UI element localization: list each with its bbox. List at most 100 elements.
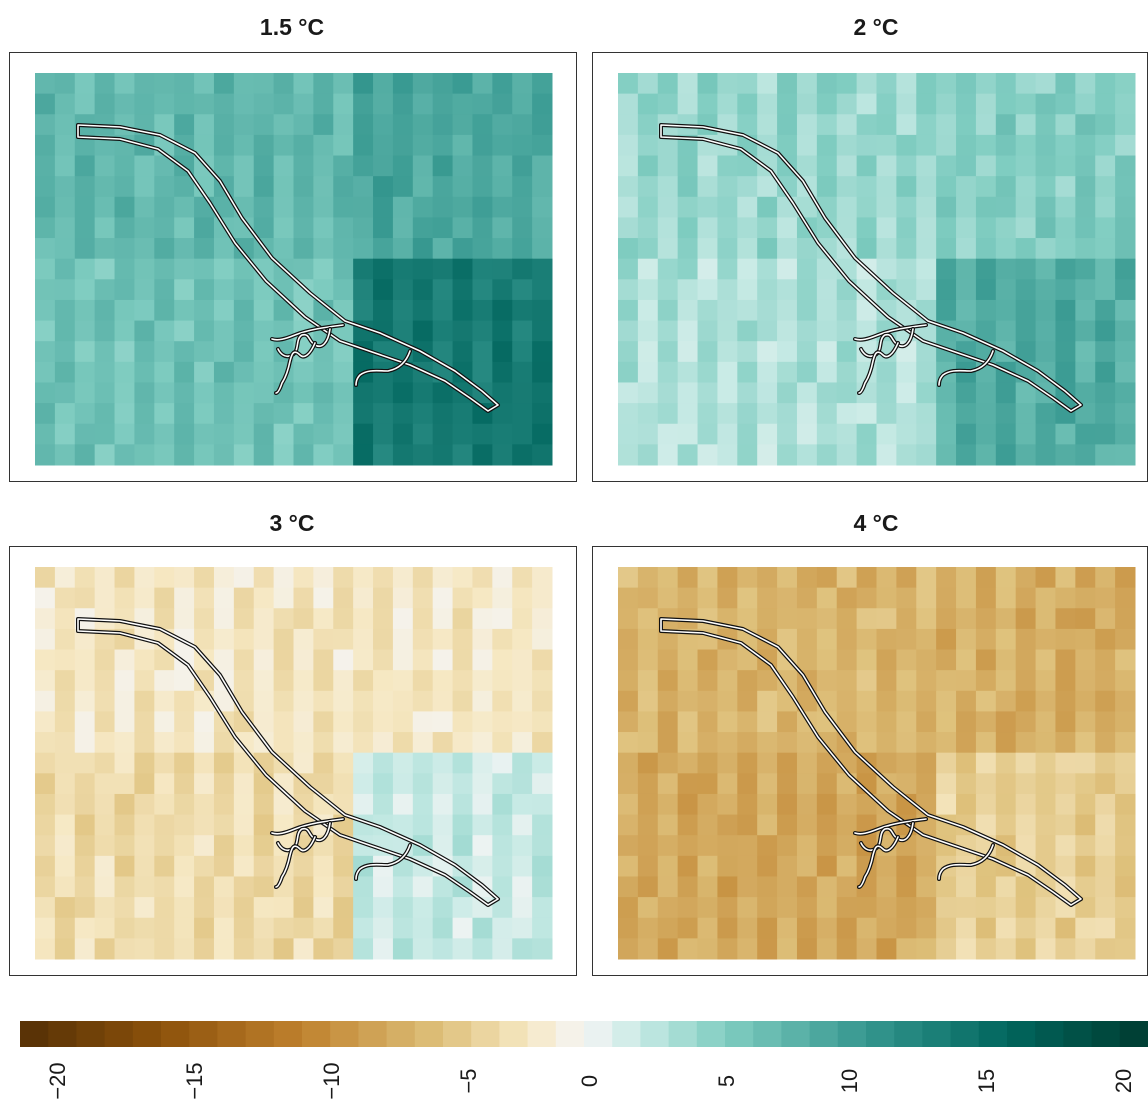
grid-cell	[856, 403, 877, 425]
grid-cell	[1015, 938, 1037, 960]
grid-cell	[472, 587, 493, 609]
grid-cell	[1055, 93, 1076, 115]
grid-cell	[54, 196, 76, 218]
grid-cell	[134, 444, 155, 466]
grid-cell	[995, 917, 1017, 939]
grid-cell	[876, 423, 897, 445]
grid-cell	[373, 793, 394, 816]
grid-cell	[114, 587, 135, 609]
legend-tick-m20: −20	[45, 1062, 70, 1100]
grid-cell	[916, 238, 937, 260]
grid-cell	[1115, 341, 1136, 363]
grid-cell	[618, 403, 639, 425]
grid-cell	[816, 773, 838, 795]
grid-cell	[353, 93, 374, 115]
grid-cell	[1015, 752, 1037, 774]
grid-cell	[194, 917, 215, 939]
grid-cell	[757, 711, 778, 733]
grid-cell	[492, 299, 513, 322]
grid-cell	[1015, 176, 1037, 198]
grid-cell	[512, 176, 533, 198]
grid-cell	[154, 423, 175, 445]
grid-cell	[392, 773, 414, 795]
tributary-inner	[355, 350, 411, 386]
colorbar-segment	[245, 1021, 275, 1047]
grid-cell	[956, 299, 977, 322]
grid-cell	[353, 711, 374, 733]
grid-cell	[618, 258, 639, 280]
grid-cell	[35, 93, 56, 115]
grid-cell	[697, 93, 718, 115]
grid-cell	[353, 938, 374, 960]
grid-cell	[154, 93, 175, 115]
grid-cell	[1035, 690, 1056, 712]
grid-cell	[796, 917, 818, 939]
grid-cell	[174, 444, 195, 466]
grid-cell	[618, 134, 639, 157]
grid-cell	[896, 73, 917, 95]
grid-cell	[512, 628, 533, 651]
grid-cell	[717, 938, 738, 960]
grid-cell	[757, 773, 778, 795]
grid-cell	[836, 73, 858, 95]
grid-cell	[373, 382, 394, 404]
grid-cell	[233, 238, 255, 260]
grid-cell	[74, 444, 96, 466]
grid-cell	[452, 299, 473, 322]
grid-cell	[472, 752, 493, 774]
grid-cell	[956, 608, 977, 630]
grid-cell	[1035, 711, 1056, 733]
grid-cell	[816, 752, 838, 774]
grid-cell	[1035, 608, 1056, 630]
grid-cell	[697, 238, 718, 260]
grid-cell	[134, 690, 155, 712]
grid-cell	[54, 114, 76, 136]
grid-cell	[737, 876, 758, 898]
grid-cell	[717, 917, 738, 939]
grid-cell	[373, 752, 394, 774]
grid-cell	[233, 320, 255, 342]
grid-cell	[392, 752, 414, 774]
grid-cell	[1115, 258, 1136, 280]
grid-cell	[273, 608, 294, 630]
grid-cell	[1035, 403, 1056, 425]
grid-cell	[313, 423, 334, 445]
grid-cell	[618, 361, 639, 383]
grid-cell	[333, 773, 354, 795]
grid-cell	[657, 299, 679, 322]
grid-cell	[154, 155, 175, 177]
grid-cell	[975, 773, 997, 795]
grid-cell	[777, 773, 798, 795]
grid-cell	[452, 917, 473, 939]
grid-cell	[876, 917, 897, 939]
grid-cell	[74, 567, 96, 589]
grid-cell	[333, 279, 354, 301]
grid-cell	[796, 814, 818, 836]
grid-cell	[657, 773, 679, 795]
grid-cell	[975, 628, 997, 651]
grid-cell	[432, 423, 454, 445]
grid-cell	[333, 93, 354, 115]
grid-cell	[492, 897, 513, 919]
grid-cell	[737, 649, 758, 671]
grid-cell	[975, 587, 997, 609]
grid-cell	[896, 155, 917, 177]
grid-cell	[1015, 258, 1037, 280]
grid-cell	[333, 690, 354, 712]
grid-cell	[213, 649, 235, 671]
grid-cell	[737, 917, 758, 939]
grid-cell	[1015, 382, 1037, 404]
grid-cell	[373, 876, 394, 898]
grid-cell	[816, 608, 838, 630]
grid-cell	[154, 855, 175, 877]
grid-cell	[836, 938, 858, 960]
grid-cell	[1035, 341, 1056, 363]
grid-cell	[253, 196, 275, 218]
grid-cell	[995, 196, 1017, 218]
grid-cell	[1115, 752, 1136, 774]
grid-cell	[757, 341, 778, 363]
colorbar-segment	[866, 1021, 895, 1047]
grid-cell	[975, 444, 997, 466]
grid-cell	[816, 876, 838, 898]
grid-cell	[114, 835, 135, 857]
